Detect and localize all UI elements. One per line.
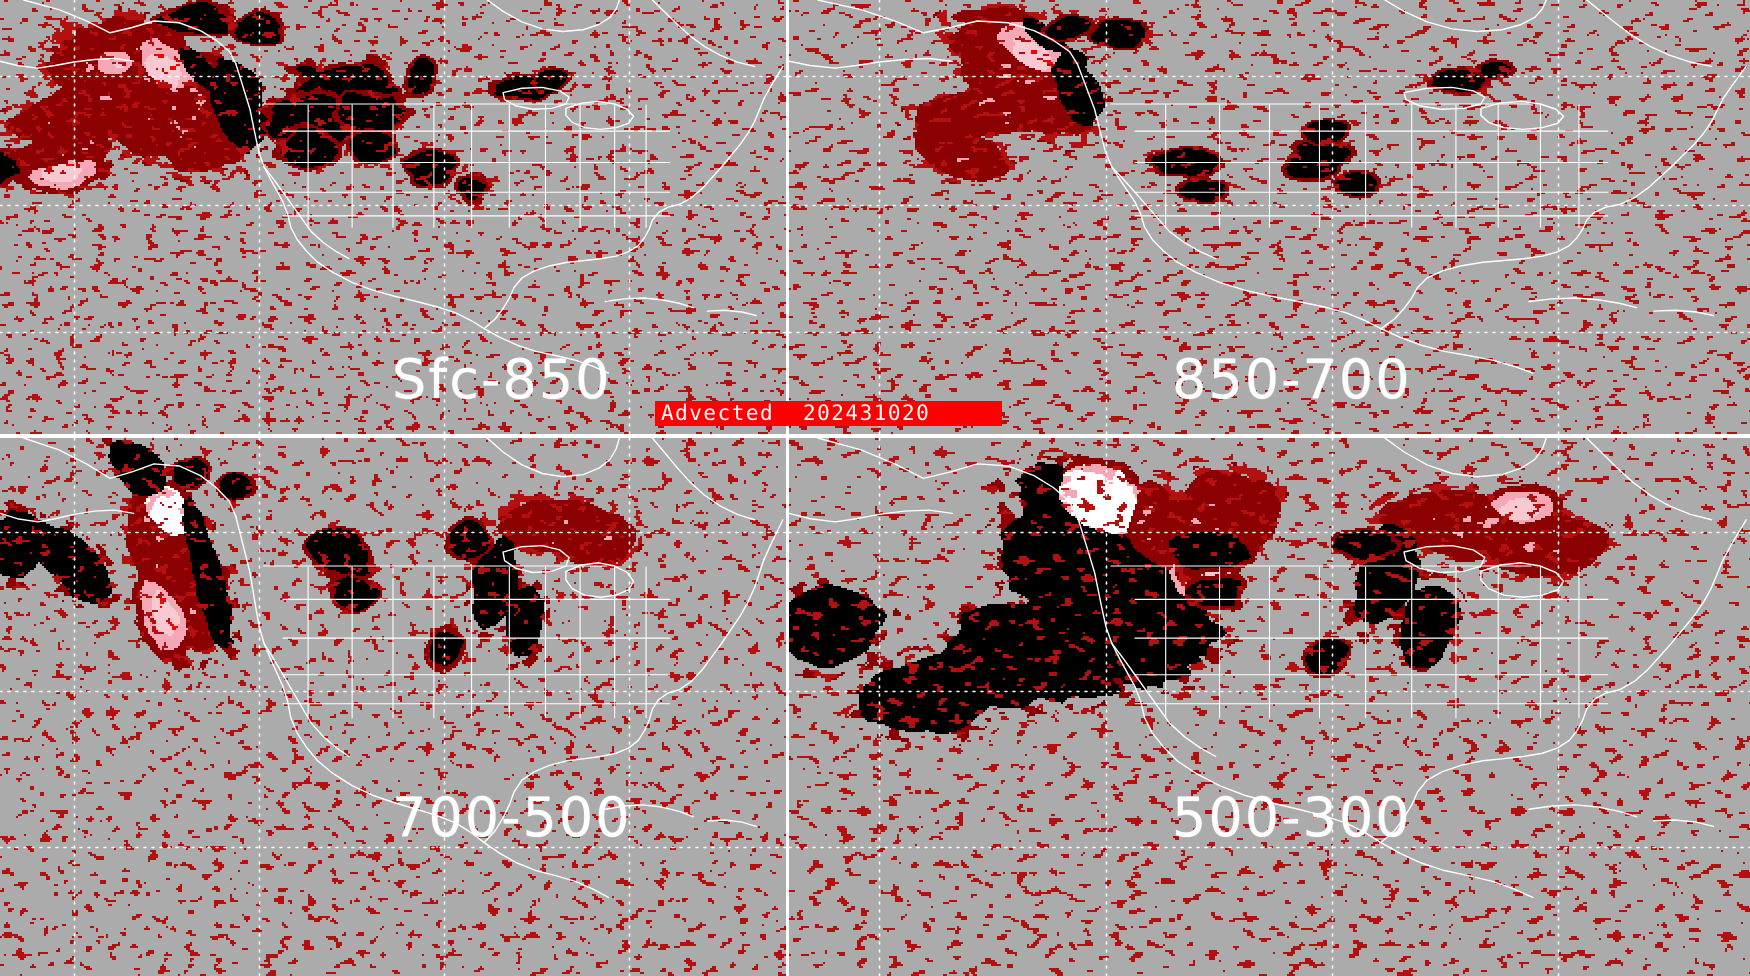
map-panel-850-700	[789, 0, 1750, 437]
map-panel-500-300	[789, 438, 1750, 976]
panel-divider-vertical	[786, 0, 789, 976]
advected-date-text: 202431020	[803, 401, 931, 425]
map-panel-sfc-850	[0, 0, 786, 437]
panel-divider-horizontal	[0, 434, 1750, 438]
map-panel-700-500	[0, 438, 786, 976]
advected-banner-label: Advected to	[655, 401, 815, 426]
advected-banner-date: 202431020	[789, 401, 1002, 426]
